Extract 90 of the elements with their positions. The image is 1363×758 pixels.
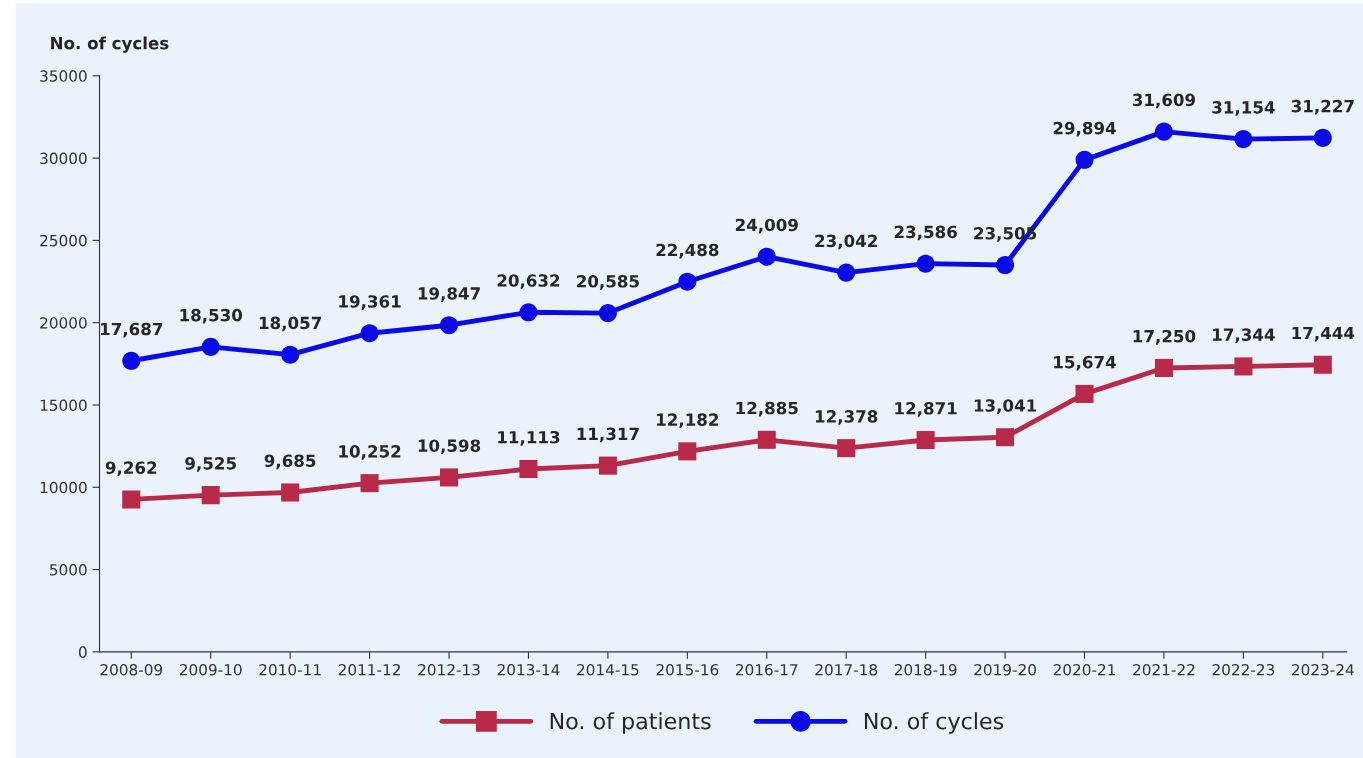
data-label: 23,586: [894, 225, 957, 241]
point: [439, 316, 459, 335]
data-label: 19,361: [339, 295, 401, 310]
data-label: 11,113: [498, 430, 560, 446]
x-tick-label: 2018-19: [894, 663, 957, 676]
point: [996, 255, 1015, 275]
point: [519, 303, 538, 322]
point: [281, 345, 300, 364]
point: [439, 468, 459, 487]
legend-label: No. of patients: [550, 712, 711, 734]
point: [1154, 358, 1173, 377]
point: [519, 459, 538, 478]
data-label: 11,317: [577, 427, 639, 443]
point: [122, 351, 141, 370]
data-label: 15,674: [1054, 355, 1116, 371]
data-label: 23,042: [815, 234, 877, 250]
x-tick-label: 2017-18: [815, 663, 878, 676]
point: [122, 490, 141, 509]
data-label: 18,057: [259, 316, 321, 332]
point: [757, 247, 776, 266]
data-label: 12,871: [895, 401, 957, 417]
point: [598, 304, 617, 323]
x-tick-label: 2015-16: [656, 663, 719, 676]
data-label: 17,250: [1133, 329, 1196, 345]
point: [916, 254, 935, 273]
data-label: 17,687: [101, 322, 163, 338]
x-tick-label: 2016-17: [735, 663, 798, 676]
point: [837, 263, 856, 282]
point: [996, 428, 1015, 447]
point: [1234, 357, 1253, 376]
x-tick-label: 2009-10: [179, 663, 242, 676]
data-label: 9,685: [264, 454, 316, 470]
y-axis-title: No. of cycles: [51, 36, 169, 53]
y-tick-label: 25000: [40, 234, 87, 247]
x-tick-label: 2023-24: [1292, 663, 1354, 676]
x-tick-label: 2019-20: [974, 663, 1036, 676]
data-label: 19,847: [418, 287, 480, 302]
point: [916, 431, 935, 450]
point: [1313, 355, 1332, 374]
data-label: 12,378: [815, 410, 878, 425]
legend-label: No. of cycles: [864, 712, 1004, 734]
x-tick-label: 2014-15: [577, 663, 639, 676]
data-label: 31,227: [1291, 99, 1354, 115]
data-label: 24,009: [735, 218, 798, 234]
y-tick-label: 20000: [40, 317, 87, 329]
data-label: 10,598: [418, 439, 481, 455]
x-tick-label: 2011-12: [338, 663, 400, 676]
data-label: 12,182: [657, 413, 719, 429]
data-label: 31,609: [1132, 93, 1196, 109]
y-tick-label: 0: [78, 646, 87, 658]
y-tick-label: 10000: [40, 481, 87, 494]
point: [1075, 384, 1094, 403]
point: [360, 474, 379, 493]
x-tick-label: 2008-09: [100, 663, 163, 676]
point: [757, 430, 776, 449]
data-label: 13,041: [974, 399, 1037, 414]
x-tick-label: 2022-23: [1212, 663, 1275, 676]
data-label: 9,525: [185, 457, 236, 472]
y-tick-label: 35000: [40, 70, 87, 82]
point: [1075, 150, 1094, 169]
y-tick-label: 15000: [40, 399, 87, 412]
x-tick-label: 2020-21: [1053, 663, 1116, 676]
point: [1313, 128, 1332, 147]
point: [201, 486, 220, 505]
point: [281, 483, 300, 502]
y-tick-label: 5000: [49, 564, 87, 576]
data-label: 20,632: [497, 274, 560, 289]
x-tick-label: 2021-22: [1133, 663, 1195, 676]
data-label: 9,262: [105, 461, 157, 477]
data-label: 22,488: [656, 243, 719, 259]
point: [1234, 130, 1253, 149]
data-label: 17,344: [1213, 328, 1275, 344]
x-tick-label: 2012-13: [418, 663, 480, 676]
x-tick-label: 2013-14: [497, 663, 560, 676]
data-label: 12,885: [736, 401, 798, 417]
point: [1154, 122, 1173, 141]
data-label: 18,530: [180, 308, 243, 324]
x-tick-label: 2010-11: [259, 663, 321, 676]
point: [837, 439, 856, 458]
point: [360, 324, 379, 343]
point: [678, 442, 697, 461]
point: [678, 272, 697, 291]
data-label: 20,585: [577, 275, 639, 290]
point: [201, 337, 220, 356]
data-label: 29,894: [1053, 121, 1116, 137]
data-label: 10,252: [339, 445, 401, 460]
point: [598, 456, 617, 475]
data-label: 17,444: [1292, 326, 1355, 342]
y-tick-label: 30000: [40, 152, 87, 165]
data-label: 31,154: [1212, 101, 1275, 116]
